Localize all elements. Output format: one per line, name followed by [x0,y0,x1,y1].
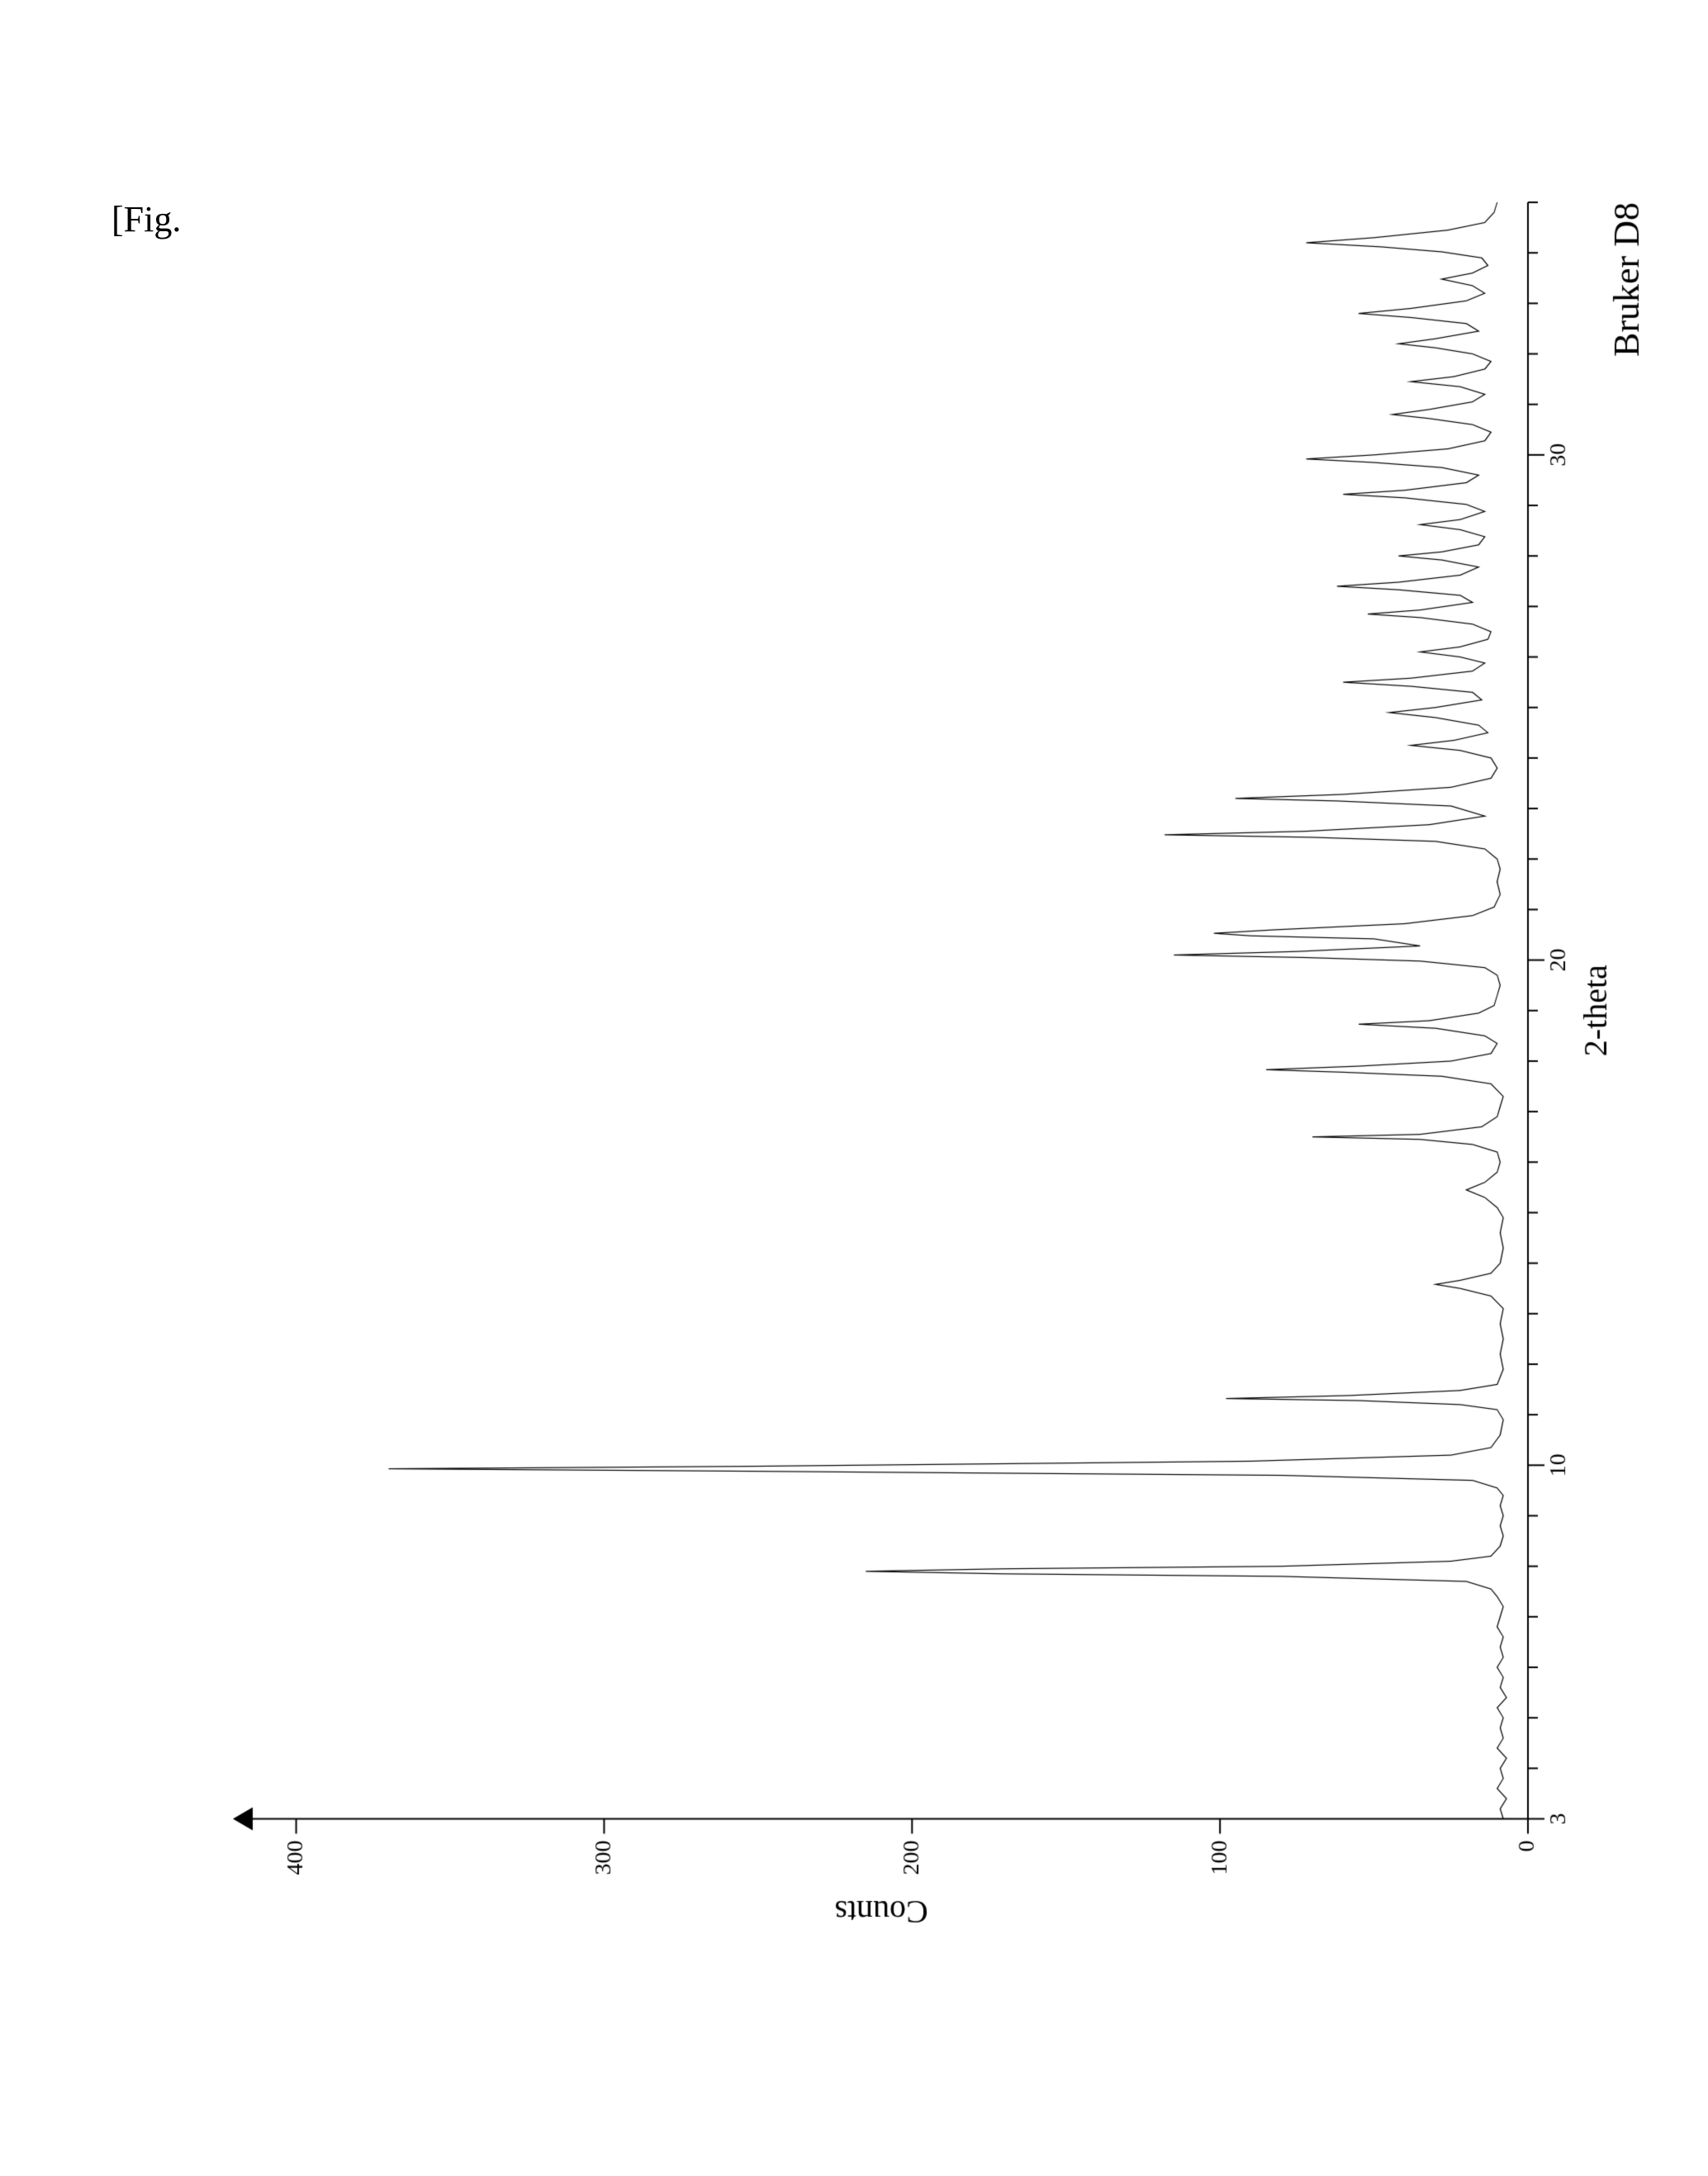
xrd-chart [190,165,1677,2023]
xrd-chart-canvas [190,165,1677,2023]
page: [Fig. 1] [0,0,1708,2176]
